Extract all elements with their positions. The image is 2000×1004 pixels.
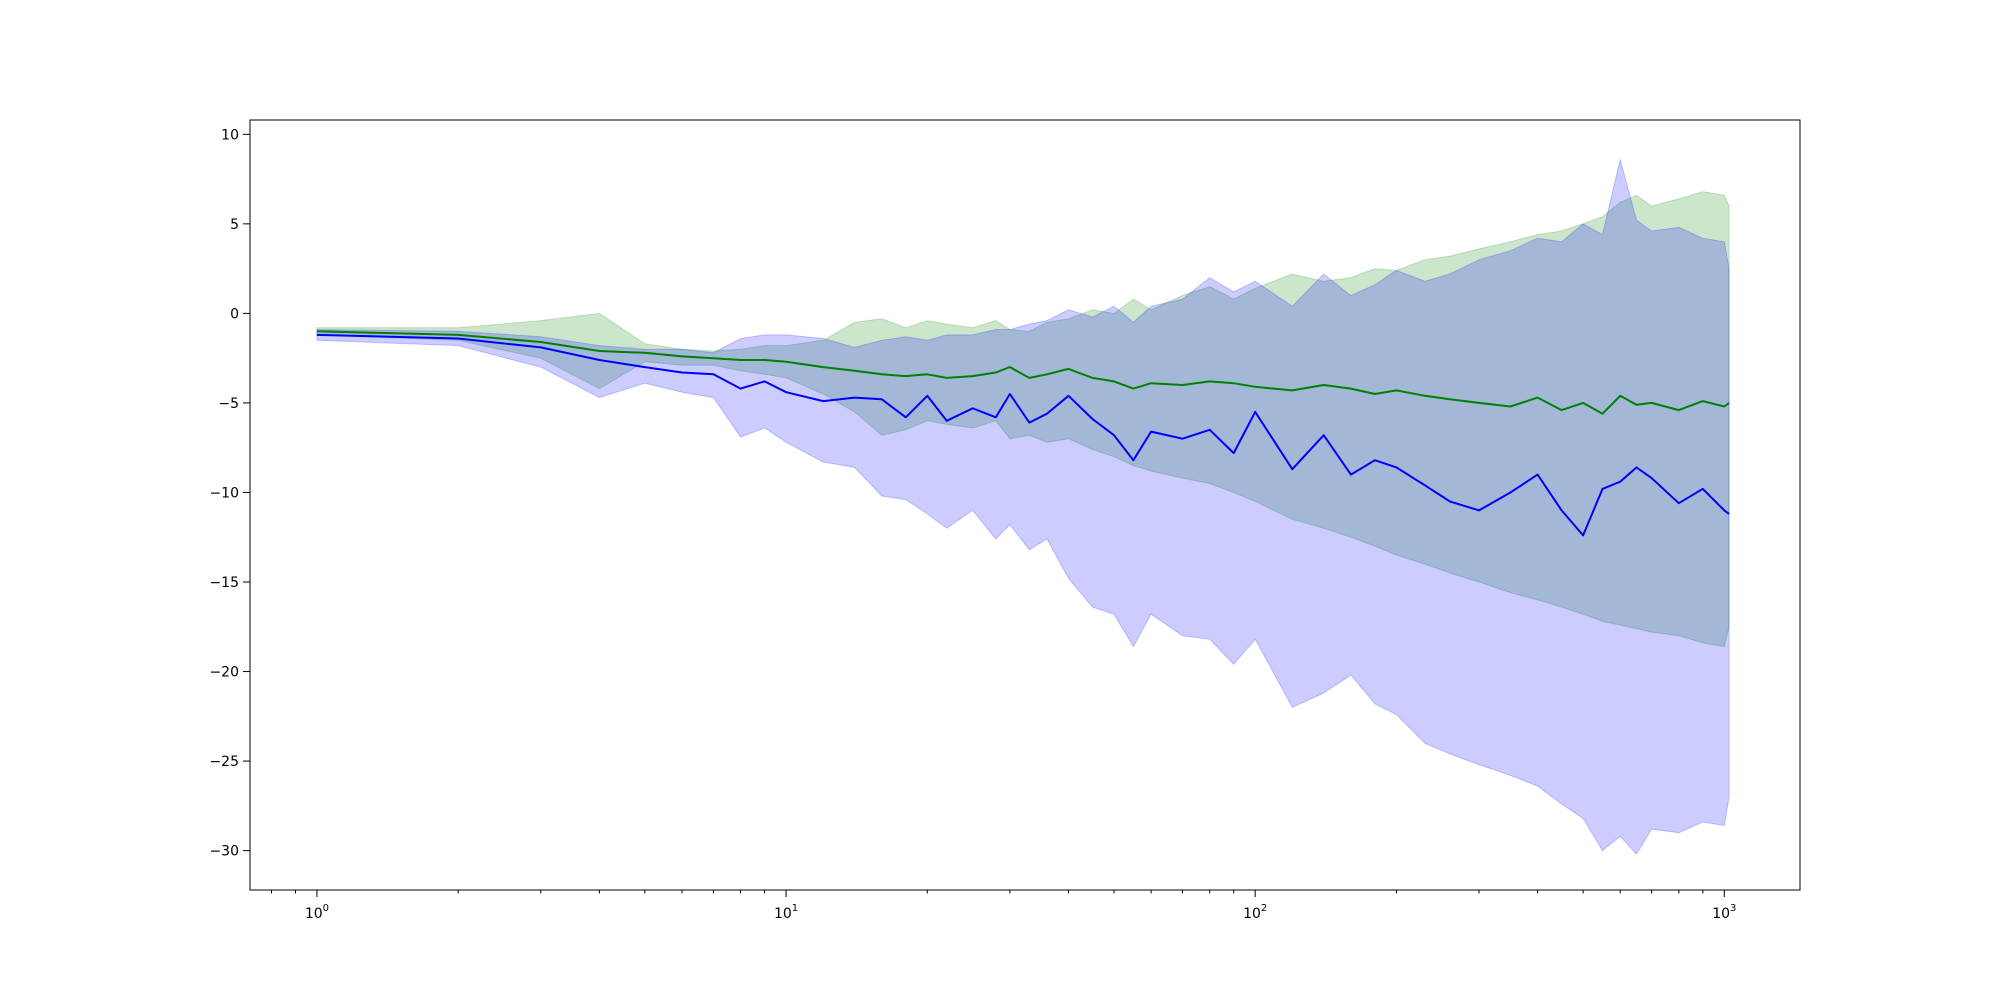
x-tick-label: 102 <box>1243 903 1267 922</box>
x-tick-label: 100 <box>305 903 329 922</box>
x-tick-label: 101 <box>774 903 798 922</box>
y-tick-label: −15 <box>209 575 239 591</box>
y-tick-label: −25 <box>209 754 239 770</box>
y-tick-label: 5 <box>230 217 239 233</box>
plot-frame <box>249 119 1801 891</box>
series-lines <box>316 330 1730 537</box>
series-1-line <box>316 330 1730 415</box>
confidence-bands <box>316 159 1730 856</box>
y-tick-label: −30 <box>209 844 239 860</box>
x-axis: 100 101 102 103 <box>270 890 1736 922</box>
y-tick-label: −20 <box>209 665 239 681</box>
y-tick-label: −5 <box>218 396 239 412</box>
series-2-line <box>316 333 1730 537</box>
x-tick-label: 103 <box>1712 903 1736 922</box>
y-tick-label: 10 <box>221 127 239 143</box>
series-2-band <box>316 159 1730 856</box>
y-tick-label: 0 <box>230 306 239 322</box>
series-1-band <box>316 191 1730 648</box>
y-tick-label: −10 <box>209 485 239 501</box>
y-axis: 10 5 0 −5 −10 −15 −20 −25 −30 <box>209 127 250 860</box>
